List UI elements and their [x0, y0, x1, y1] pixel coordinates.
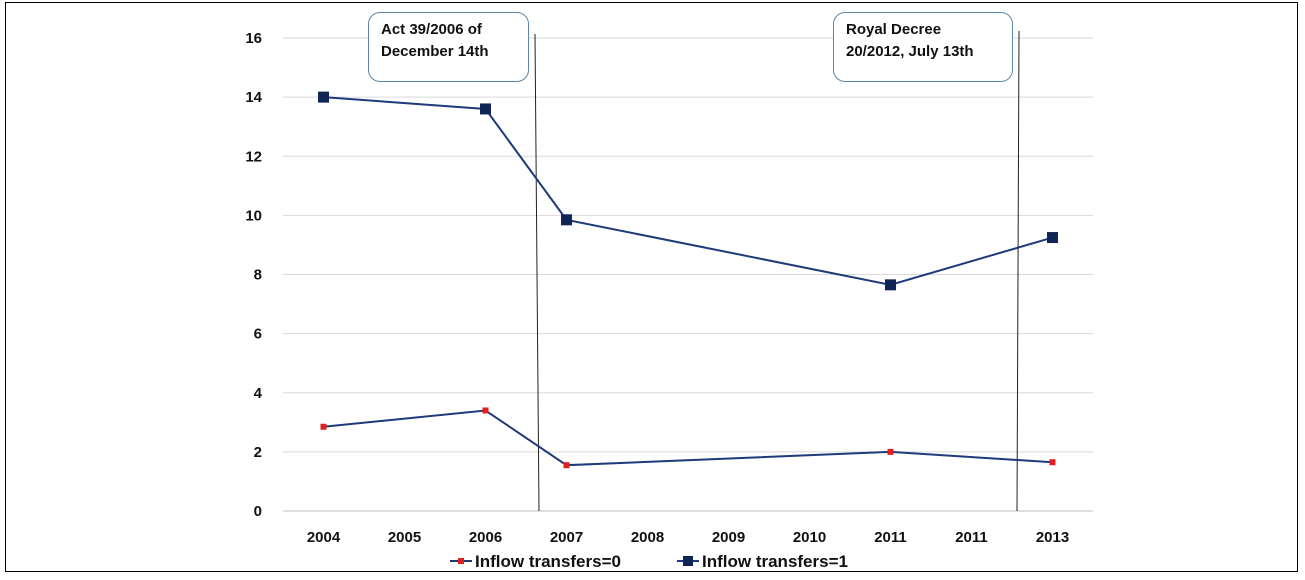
- policy-line-2006: [534, 33, 540, 512]
- legend-label: Inflow transfers=0: [475, 552, 621, 571]
- data-point: [1049, 459, 1056, 466]
- x-axis-tick-labels: 2004 2005 2006 2007 2008 2009 2010 2011 2011 2013: [307, 529, 1069, 546]
- series-lines: [318, 91, 1058, 469]
- annotation-line: December 14th: [381, 43, 489, 60]
- data-point: [318, 91, 329, 103]
- y-tick-label: 12: [245, 148, 262, 165]
- annotation-line: Royal Decree: [846, 21, 942, 38]
- y-tick-label: 8: [254, 267, 262, 284]
- data-point: [320, 423, 327, 430]
- legend: Inflow transfers=0 Inflow transfers=1: [450, 552, 848, 571]
- x-tick-label: 2009: [712, 529, 745, 546]
- annotation-line: Act 39/2006 of: [381, 21, 482, 38]
- data-point: [482, 407, 489, 414]
- y-tick-label: 4: [254, 385, 263, 402]
- annotation-line: 20/2012, July 13th: [846, 43, 974, 60]
- legend-marker: [683, 556, 693, 566]
- data-point: [561, 214, 572, 226]
- policy-lines: [534, 30, 1020, 512]
- data-point: [887, 448, 894, 455]
- y-tick-label: 0: [254, 503, 262, 520]
- y-tick-label: 16: [245, 30, 262, 47]
- x-tick-label: 2008: [631, 529, 664, 546]
- legend-marker: [458, 558, 464, 564]
- x-tick-label: 2006: [469, 529, 502, 546]
- y-tick-label: 10: [245, 207, 262, 224]
- series-line-0: [323, 409, 1053, 467]
- x-tick-label: 2011: [955, 529, 988, 546]
- policy-line-2012: [1016, 30, 1020, 512]
- y-axis-tick-labels: 0 2 4 6 8 10 12 14 16: [245, 30, 262, 520]
- gridlines: [283, 37, 1093, 512]
- series-line-1: [323, 96, 1053, 286]
- annotation-act-2006: Act 39/2006 of December 14th: [368, 12, 529, 82]
- x-tick-label: 2005: [388, 529, 421, 546]
- data-point: [885, 279, 896, 291]
- x-tick-label: 2010: [793, 529, 826, 546]
- data-point: [1047, 232, 1058, 244]
- legend-label: Inflow transfers=1: [702, 552, 848, 571]
- x-tick-label: 2011: [874, 529, 907, 546]
- data-point: [480, 103, 491, 115]
- annotation-royal-decree-2012: Royal Decree 20/2012, July 13th: [833, 12, 1013, 82]
- x-tick-label: 2013: [1036, 529, 1069, 546]
- y-tick-label: 14: [245, 89, 262, 106]
- x-tick-label: 2004: [307, 529, 341, 546]
- x-tick-label: 2007: [550, 529, 583, 546]
- data-point: [563, 462, 570, 469]
- y-tick-label: 6: [254, 326, 262, 343]
- y-tick-label: 2: [254, 444, 262, 461]
